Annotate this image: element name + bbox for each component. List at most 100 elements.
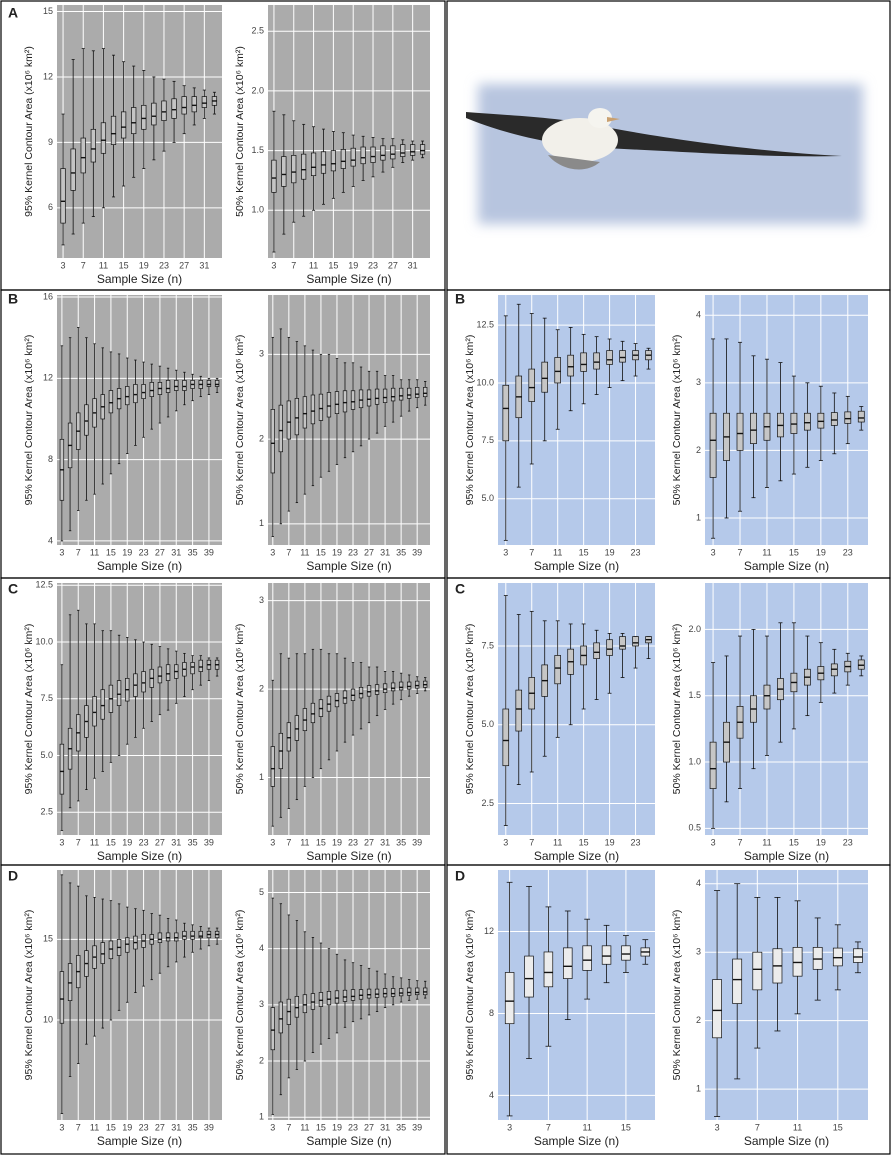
x-tick-label: 7 — [81, 260, 86, 270]
y-tick-label: 6 — [48, 202, 53, 212]
box — [120, 111, 127, 139]
x-tick-label: 3 — [61, 260, 66, 270]
box — [342, 989, 348, 1002]
box — [182, 930, 187, 940]
x-tick-label: 19 — [605, 837, 615, 847]
x-tick-label: 23 — [631, 837, 641, 847]
x-tick-label: 11 — [553, 837, 562, 847]
x-tick-label: 35 — [396, 837, 406, 847]
y-tick-label: 12 — [484, 926, 494, 936]
x-tick-label: 11 — [90, 1122, 99, 1132]
box — [294, 398, 300, 436]
plot-background — [498, 295, 655, 545]
x-tick-label: 7 — [738, 547, 743, 557]
x-tick-label: 23 — [139, 837, 149, 847]
box — [110, 115, 117, 145]
box — [374, 388, 380, 405]
box — [406, 987, 412, 996]
box — [350, 147, 356, 167]
box — [310, 152, 317, 177]
x-tick-label: 15 — [328, 260, 338, 270]
y-tick-label: 4 — [696, 310, 701, 320]
box — [541, 361, 548, 393]
box — [563, 947, 573, 979]
box — [171, 98, 177, 119]
y-tick-label: 12.5 — [476, 319, 494, 329]
y-tick-label: 12 — [43, 373, 53, 383]
y-axis-label: 50% Kernel Contour Area (x10⁶ km²) — [234, 624, 246, 795]
y-axis-label: 50% Kernel Contour Area (x10⁶ km²) — [671, 335, 683, 506]
y-tick-label: 1 — [696, 512, 701, 522]
box — [291, 155, 297, 184]
x-tick-label: 11 — [309, 260, 318, 270]
x-tick-label: 15 — [579, 837, 589, 847]
plot-background — [268, 5, 430, 258]
x-tick-label: 19 — [122, 837, 132, 847]
x-tick-label: 11 — [300, 837, 309, 847]
x-tick-label: 3 — [270, 837, 275, 847]
box — [165, 932, 171, 942]
box — [80, 137, 86, 174]
box — [601, 945, 612, 965]
box — [406, 387, 412, 399]
box — [709, 412, 717, 478]
box — [198, 930, 203, 939]
box — [342, 390, 348, 413]
y-axis-label: 50% Kernel Contour Area (x10⁶ km²) — [234, 910, 246, 1081]
box — [350, 390, 356, 410]
x-tick-label: 27 — [364, 547, 374, 557]
box — [281, 156, 287, 187]
y-tick-label: 2.5 — [251, 26, 264, 36]
box — [374, 988, 380, 998]
box — [161, 100, 167, 121]
plot-background — [705, 583, 868, 835]
y-tick-label: 2.5 — [481, 798, 494, 808]
y-tick-label: 4 — [696, 878, 701, 888]
box — [515, 689, 523, 732]
box — [366, 685, 372, 697]
box — [502, 708, 510, 767]
box — [543, 951, 554, 988]
x-tick-label: 19 — [139, 260, 149, 270]
box — [270, 1007, 275, 1051]
box — [606, 639, 613, 656]
box — [803, 412, 811, 431]
box — [582, 945, 592, 971]
box — [116, 680, 122, 706]
x-tick-label: 15 — [316, 837, 326, 847]
x-tick-label: 39 — [204, 837, 214, 847]
y-axis-label: 95% Kernel Contour Area (x10⁶ km²) — [464, 335, 476, 506]
box — [390, 145, 396, 160]
x-tick-label: 7 — [76, 547, 81, 557]
x-tick-label: 27 — [364, 1122, 374, 1132]
x-tick-label: 15 — [833, 1122, 843, 1132]
x-tick-label: 23 — [368, 260, 378, 270]
box — [198, 659, 203, 672]
plot-background — [705, 295, 868, 545]
x-axis-label: Sample Size (n) — [97, 272, 182, 286]
box — [301, 153, 307, 180]
y-tick-label: 5.0 — [40, 750, 53, 760]
box — [370, 146, 376, 163]
y-tick-label: 8 — [48, 454, 53, 464]
x-tick-label: 39 — [204, 1122, 214, 1132]
box — [390, 387, 396, 402]
box — [141, 384, 146, 400]
y-tick-label: 1.5 — [251, 145, 264, 155]
box — [619, 636, 626, 650]
x-tick-label: 27 — [364, 837, 374, 847]
y-tick-label: 1.0 — [688, 756, 701, 766]
x-axis-label: Sample Size (n) — [534, 849, 619, 863]
box — [310, 394, 316, 425]
y-tick-label: 16 — [43, 291, 53, 301]
box — [181, 96, 187, 115]
box — [270, 409, 275, 474]
x-tick-label: 7 — [546, 1122, 551, 1132]
x-tick-label: 19 — [332, 547, 342, 557]
box — [182, 380, 187, 391]
x-tick-label: 35 — [396, 547, 406, 557]
x-tick-label: 11 — [553, 547, 562, 557]
